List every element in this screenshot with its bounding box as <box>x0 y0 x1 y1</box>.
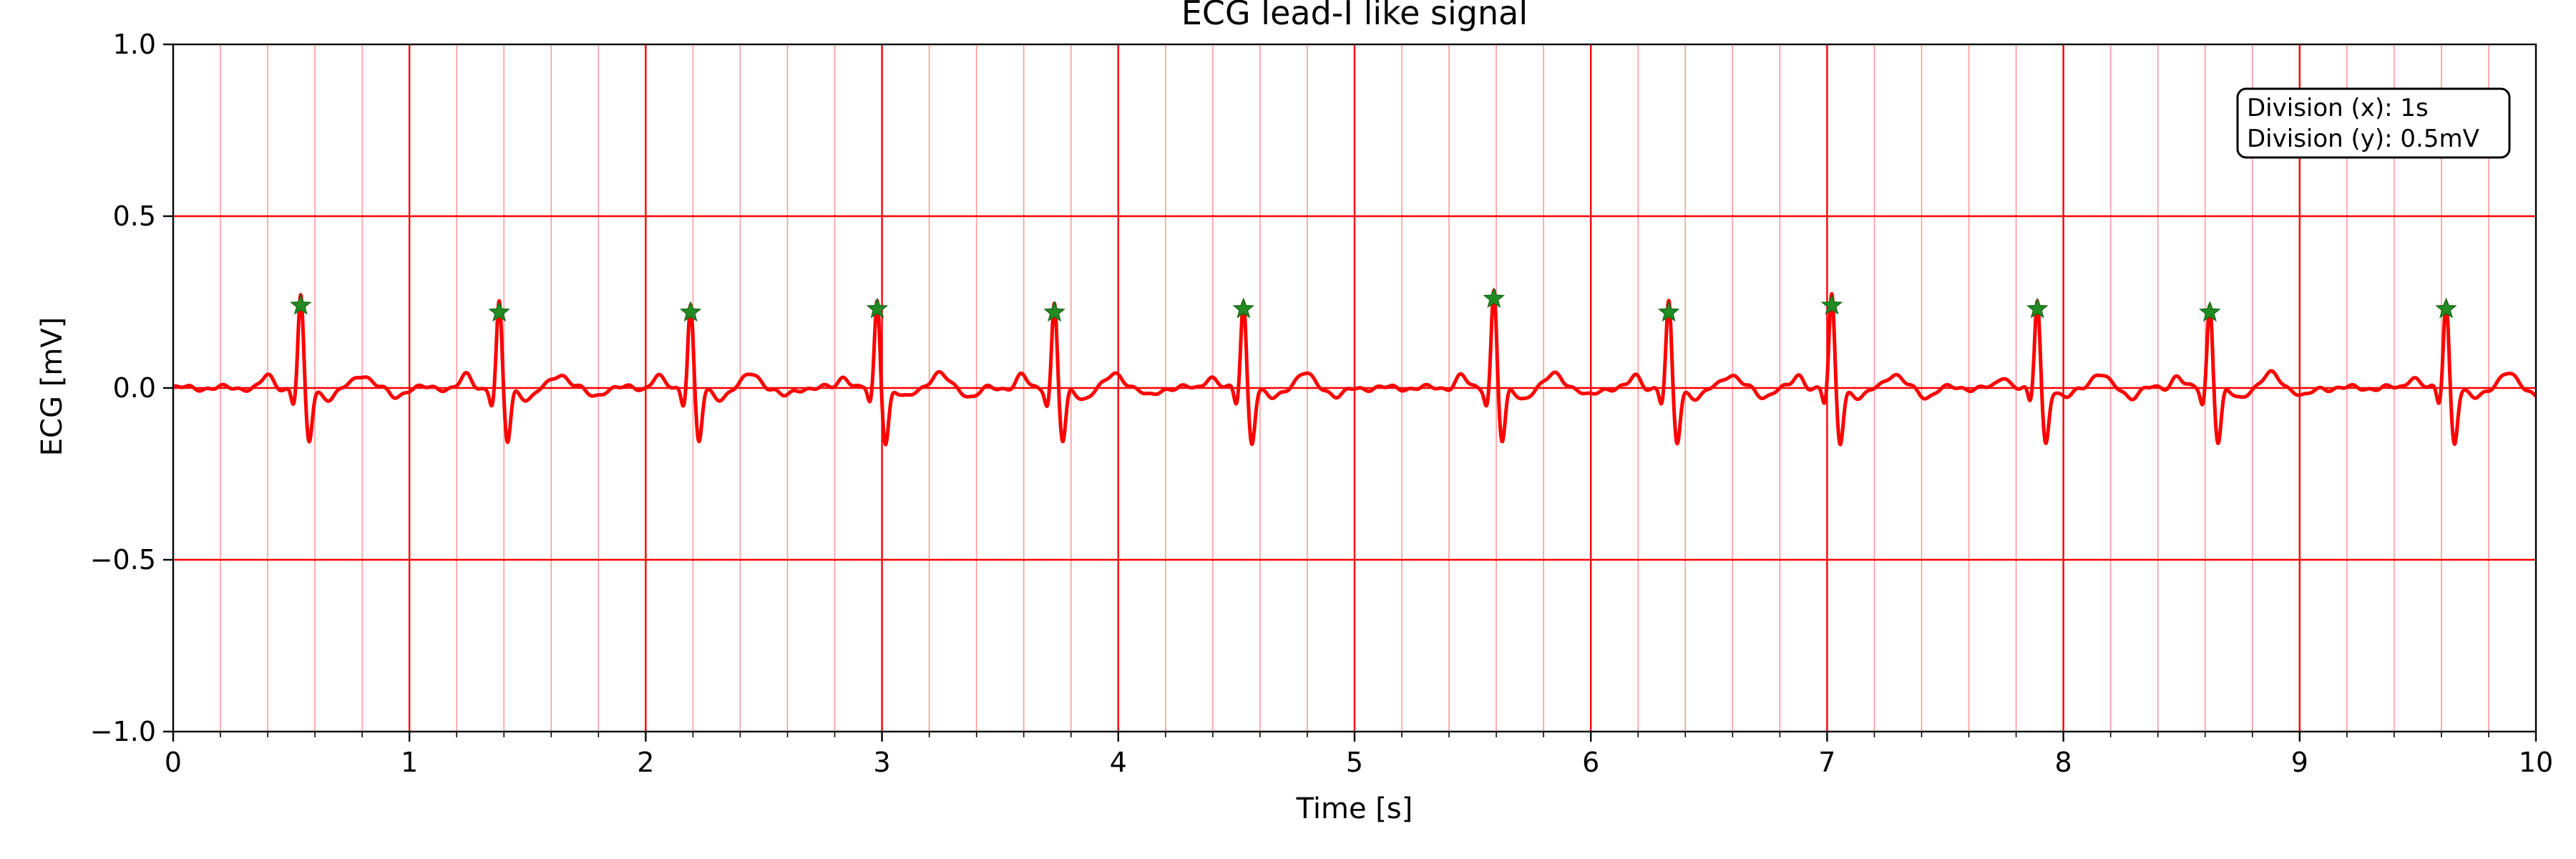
y-tick-label: −0.5 <box>90 544 156 576</box>
division-info-box: Division (x): 1s Division (y): 0.5mV <box>2236 87 2511 159</box>
info-box-frame <box>2236 87 2511 159</box>
x-tick-label: 10 <box>2519 747 2553 778</box>
x-tick-label: 3 <box>874 747 891 778</box>
ecg-signal-line <box>172 288 2537 447</box>
axis-ticks <box>163 43 2537 742</box>
x-tick-label: 2 <box>637 747 654 778</box>
division-y-text: Division (y): 0.5mV <box>2247 125 2479 153</box>
y-tick-label: −1.0 <box>90 716 156 747</box>
x-tick-label: 9 <box>2291 747 2308 778</box>
r-peak-marker <box>679 301 702 322</box>
r-peak-marker <box>1483 287 1506 309</box>
x-tick-label: 5 <box>1346 747 1363 778</box>
y-axis-label: ECG [mV] <box>36 317 69 456</box>
r-peak-marker <box>290 293 312 315</box>
r-peak-marker <box>488 301 510 322</box>
x-tick-label: 4 <box>1110 747 1127 778</box>
r-peak-marker <box>1657 301 1680 322</box>
division-x-text: Division (x): 1s <box>2247 94 2429 122</box>
r-peak-marker <box>2435 297 2457 319</box>
r-peak-marker <box>1820 293 1843 315</box>
x-tick-label: 1 <box>401 747 418 778</box>
x-tick-label: 6 <box>1582 747 1599 778</box>
r-peak-markers <box>290 287 2457 322</box>
x-tick-label: 7 <box>1818 747 1835 778</box>
y-tick-label: 0.5 <box>113 200 156 232</box>
axis-tick-labels: 0 1 2 3 4 5 6 7 8 9 10 1.0 0.5 0.0 −0.5 −1.0 <box>90 29 2553 778</box>
r-peak-marker <box>2026 297 2049 319</box>
r-peak-marker <box>1043 301 1065 322</box>
r-peak-marker <box>866 297 889 319</box>
x-axis-label: Time [s] <box>1296 792 1413 825</box>
r-peak-marker <box>2199 301 2221 322</box>
x-tick-label: 0 <box>165 747 182 778</box>
chart-title: ECG lead-I like signal <box>1181 0 1528 32</box>
y-tick-label: 1.0 <box>113 29 156 60</box>
y-tick-label: 0.0 <box>113 372 156 404</box>
ecg-signal-series <box>172 288 2537 447</box>
r-peak-marker <box>1232 297 1255 319</box>
x-tick-label: 8 <box>2055 747 2072 778</box>
